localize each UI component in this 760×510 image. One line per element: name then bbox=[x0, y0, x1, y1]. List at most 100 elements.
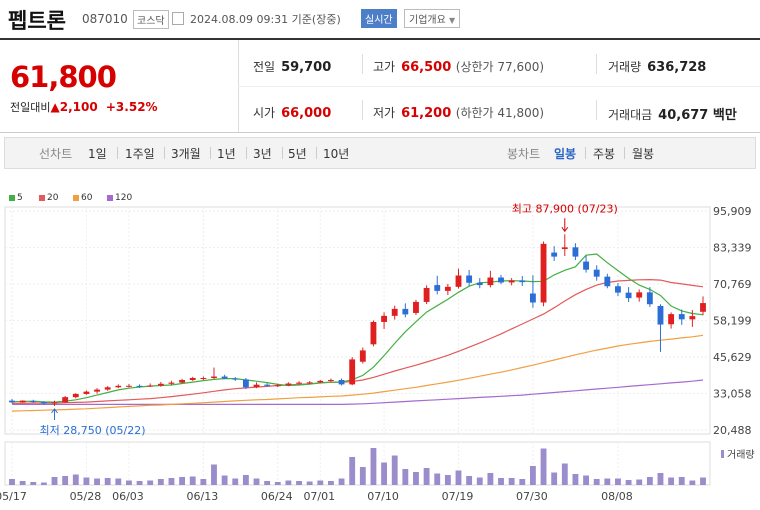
legend-label: 120 bbox=[115, 193, 133, 203]
legend-label: 60 bbox=[81, 193, 93, 203]
candle-body bbox=[540, 243, 547, 303]
candle-body bbox=[668, 314, 675, 325]
candle-body bbox=[423, 287, 430, 302]
volume-bar bbox=[583, 475, 589, 485]
open: 시가 66,000 bbox=[253, 104, 331, 121]
y-tick-label: 33,058 bbox=[713, 388, 752, 401]
volume-label: 거래량 bbox=[608, 60, 642, 74]
legend-swatch bbox=[39, 194, 45, 201]
volume-bar bbox=[200, 479, 207, 485]
volume-bar bbox=[636, 479, 643, 485]
volume-bar bbox=[455, 470, 462, 485]
turnover-unit: 백만 bbox=[712, 108, 737, 123]
divider bbox=[362, 54, 363, 74]
prev-close-value: 59,700 bbox=[281, 60, 332, 75]
volume-bar bbox=[349, 457, 356, 485]
candle-body bbox=[94, 389, 100, 392]
open-value: 66,000 bbox=[281, 106, 332, 121]
volume-bar bbox=[498, 478, 504, 485]
volume-bar bbox=[179, 477, 186, 485]
min-price-label: 최저 28,750 (05/22) bbox=[40, 424, 146, 437]
legend-ma60: 60 bbox=[73, 193, 92, 203]
x-tick-label: 07/30 bbox=[516, 490, 548, 503]
tab-1w[interactable]: 1주일 bbox=[125, 147, 155, 161]
volume-bar bbox=[381, 462, 388, 485]
candle-body bbox=[317, 380, 324, 383]
volume-bar bbox=[646, 477, 653, 485]
candle-body bbox=[498, 277, 504, 283]
volume-bar bbox=[572, 474, 579, 485]
candle-body bbox=[189, 377, 196, 381]
volume-bar bbox=[147, 480, 154, 485]
legend-swatch bbox=[73, 194, 79, 201]
volume-bar bbox=[317, 480, 324, 485]
tab-3y[interactable]: 3년 bbox=[253, 147, 272, 161]
volume-bar bbox=[338, 478, 345, 485]
x-tick-label: 07/01 bbox=[303, 490, 335, 503]
volume-bar bbox=[413, 472, 419, 485]
legend-label: 5 bbox=[17, 193, 23, 203]
volume-bar bbox=[306, 481, 313, 485]
candle-body bbox=[604, 276, 611, 287]
x-tick-label: 07/10 bbox=[367, 490, 399, 503]
tab-daily[interactable]: 일봉 bbox=[554, 147, 577, 161]
change-percent: +3.52% bbox=[105, 100, 158, 114]
candle-body bbox=[147, 385, 154, 387]
tab-weekly[interactable]: 주봉 bbox=[593, 147, 616, 161]
volume-value: 636,728 bbox=[647, 60, 707, 75]
company-overview-dropdown[interactable]: 기업개요 ▼ bbox=[404, 9, 461, 28]
up-arrow-icon: ▲ bbox=[50, 100, 60, 114]
candle-body bbox=[636, 292, 643, 298]
candle-body bbox=[700, 303, 706, 312]
candle-body bbox=[296, 382, 302, 384]
x-tick-label: 07/19 bbox=[442, 490, 474, 503]
candle-body bbox=[572, 247, 579, 257]
tab-3m[interactable]: 3개월 bbox=[171, 147, 201, 161]
candle-body bbox=[115, 385, 122, 388]
candle-body bbox=[487, 277, 494, 286]
volume-bar bbox=[51, 477, 58, 485]
y-tick-label: 58,199 bbox=[713, 314, 752, 327]
tab-10y[interactable]: 10년 bbox=[323, 147, 350, 161]
volume-bar bbox=[529, 466, 536, 485]
volume-bar bbox=[423, 468, 430, 485]
candle-body bbox=[9, 400, 15, 403]
divider bbox=[210, 147, 211, 159]
tab-monthly[interactable]: 월봉 bbox=[632, 147, 655, 161]
candle-body bbox=[72, 393, 79, 398]
upper-limit: (상한가 77,600) bbox=[455, 60, 545, 74]
divider bbox=[316, 147, 317, 159]
tab-1d[interactable]: 1일 bbox=[88, 147, 107, 161]
realtime-button[interactable]: 실시간 bbox=[361, 9, 397, 28]
volume-bar bbox=[700, 477, 706, 485]
document-icon[interactable] bbox=[172, 12, 184, 25]
volume-bar bbox=[72, 474, 79, 485]
volume-bar bbox=[476, 477, 483, 485]
volume-bar bbox=[391, 455, 398, 485]
ma5-line bbox=[11, 253, 704, 403]
volume-bar bbox=[370, 448, 377, 485]
candle-body bbox=[242, 379, 249, 388]
candle-body bbox=[646, 292, 653, 305]
volume-bar bbox=[689, 480, 696, 485]
candle-body bbox=[232, 378, 239, 380]
volume-bar bbox=[83, 477, 90, 485]
tab-1y[interactable]: 1년 bbox=[217, 147, 236, 161]
volume-bar bbox=[593, 479, 600, 485]
tab-5y[interactable]: 5년 bbox=[288, 147, 307, 161]
max-price-label: 최고 87,900 (07/23) bbox=[512, 202, 618, 215]
candle-body bbox=[126, 385, 132, 387]
quote-datetime: 2024.08.09 09:31 기준(장중) bbox=[190, 13, 341, 26]
dropdown-caret-icon: ▼ bbox=[449, 16, 456, 25]
volume-bar bbox=[189, 476, 196, 485]
volume-bar bbox=[242, 475, 249, 485]
max-price-arrowhead bbox=[561, 226, 569, 233]
candle-body bbox=[19, 400, 26, 403]
divider bbox=[585, 147, 586, 159]
candle-body bbox=[561, 247, 568, 250]
y-tick-label: 70,769 bbox=[713, 278, 752, 291]
divider bbox=[164, 147, 165, 159]
candle-body bbox=[30, 400, 37, 403]
candle-body bbox=[104, 387, 111, 390]
